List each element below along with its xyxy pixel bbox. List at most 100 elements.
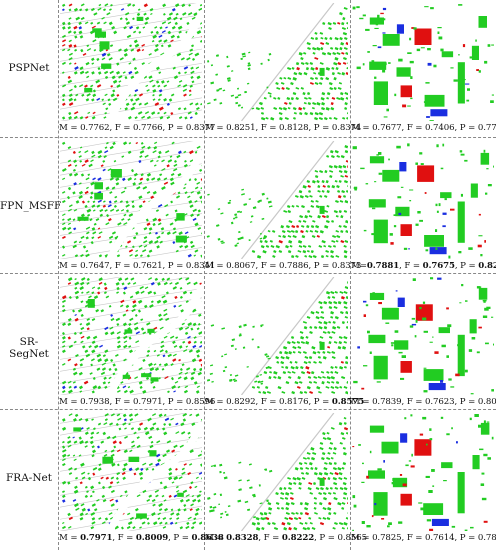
- building-segment: [478, 326, 482, 329]
- building-segment: [309, 331, 313, 335]
- building-segment: [79, 390, 83, 393]
- building-segment: [97, 67, 101, 71]
- building-segment: [328, 117, 332, 120]
- building-segment: [153, 349, 157, 353]
- building-segment: [152, 413, 157, 417]
- building-segment: [148, 362, 153, 367]
- building-segment: [91, 291, 95, 295]
- building-segment: [80, 281, 85, 286]
- building-segment: [79, 66, 84, 71]
- building-segment: [123, 141, 128, 146]
- building-segment: [115, 317, 121, 322]
- building-segment: [252, 206, 257, 210]
- building-segment: [242, 55, 247, 58]
- building-segment: [341, 437, 346, 440]
- building-segment: [62, 61, 66, 66]
- building-segment: [286, 97, 291, 101]
- building-segment: [144, 431, 150, 436]
- building-segment: [177, 385, 181, 389]
- building-segment: [299, 112, 303, 116]
- building-segment: [80, 48, 84, 53]
- building-segment: [238, 325, 242, 329]
- building-segment: [158, 106, 164, 111]
- building-segment: [67, 217, 72, 222]
- building-segment: [179, 17, 183, 21]
- building-segment: [343, 180, 348, 184]
- building-segment: [273, 96, 277, 100]
- building-segment: [296, 67, 300, 71]
- building-segment: [109, 208, 115, 212]
- building-segment: [74, 286, 78, 290]
- building-segment: [346, 165, 348, 169]
- building-segment: [346, 381, 348, 385]
- building-segment: [318, 111, 324, 116]
- building-segment: [378, 302, 382, 305]
- building-segment: [174, 21, 178, 26]
- building-segment: [231, 70, 234, 72]
- building-segment: [329, 442, 334, 445]
- building-segment: [190, 66, 194, 70]
- metric-text: ,: [308, 123, 314, 133]
- building-segment: [481, 497, 487, 501]
- building-segment: [121, 155, 125, 158]
- building-segment: [377, 14, 380, 18]
- building-segment: [218, 503, 221, 506]
- building-segment: [440, 192, 452, 199]
- building-segment: [313, 502, 317, 505]
- metric-text: M = 0.8292: [205, 397, 256, 407]
- building-segment: [304, 111, 308, 116]
- building-segment: [130, 277, 135, 281]
- building-segment: [461, 475, 464, 478]
- building-segment: [323, 472, 329, 476]
- building-segment: [171, 449, 176, 453]
- building-segment: [160, 340, 165, 344]
- building-segment: [78, 26, 83, 30]
- building-segment: [170, 181, 175, 186]
- building-segment: [169, 517, 173, 520]
- building-segment: [323, 321, 328, 325]
- building-segment: [115, 499, 119, 503]
- building-segment: [394, 93, 397, 97]
- building-segment: [285, 381, 290, 385]
- building-segment: [85, 253, 90, 258]
- building-segment: [363, 314, 366, 317]
- building-segment: [183, 150, 187, 154]
- building-segment: [177, 25, 183, 30]
- building-segment: [173, 390, 176, 393]
- building-segment: [122, 322, 127, 327]
- building-segment: [102, 498, 107, 503]
- building-segment: [293, 482, 297, 485]
- building-segment: [432, 336, 434, 338]
- building-segment: [108, 200, 112, 204]
- building-segment: [455, 373, 460, 377]
- building-segment: [246, 366, 249, 368]
- building-segment: [92, 335, 98, 340]
- building-segment: [89, 195, 93, 200]
- building-segment: [102, 168, 106, 172]
- building-segment: [344, 199, 348, 204]
- building-segment: [189, 508, 193, 512]
- river-gap: [106, 284, 202, 395]
- building-segment: [219, 463, 223, 467]
- building-segment: [265, 116, 269, 120]
- building-segment: [338, 422, 343, 426]
- building-segment: [79, 517, 84, 521]
- building-segment: [61, 213, 66, 217]
- building-segment: [91, 71, 95, 75]
- building-segment: [244, 91, 248, 94]
- building-segment: [227, 202, 230, 204]
- building-segment: [346, 27, 348, 30]
- building-segment: [295, 255, 299, 258]
- building-segment: [372, 45, 377, 47]
- building-segment: [62, 440, 65, 444]
- building-segment: [180, 422, 185, 427]
- building-segment: [267, 357, 271, 360]
- building-segment: [304, 195, 309, 198]
- building-segment: [187, 431, 191, 435]
- building-segment: [332, 452, 337, 455]
- building-segment: [97, 422, 102, 426]
- building-segment: [160, 44, 164, 48]
- building-segment: [97, 445, 100, 449]
- building-segment: [318, 245, 323, 248]
- building-segment: [181, 471, 186, 475]
